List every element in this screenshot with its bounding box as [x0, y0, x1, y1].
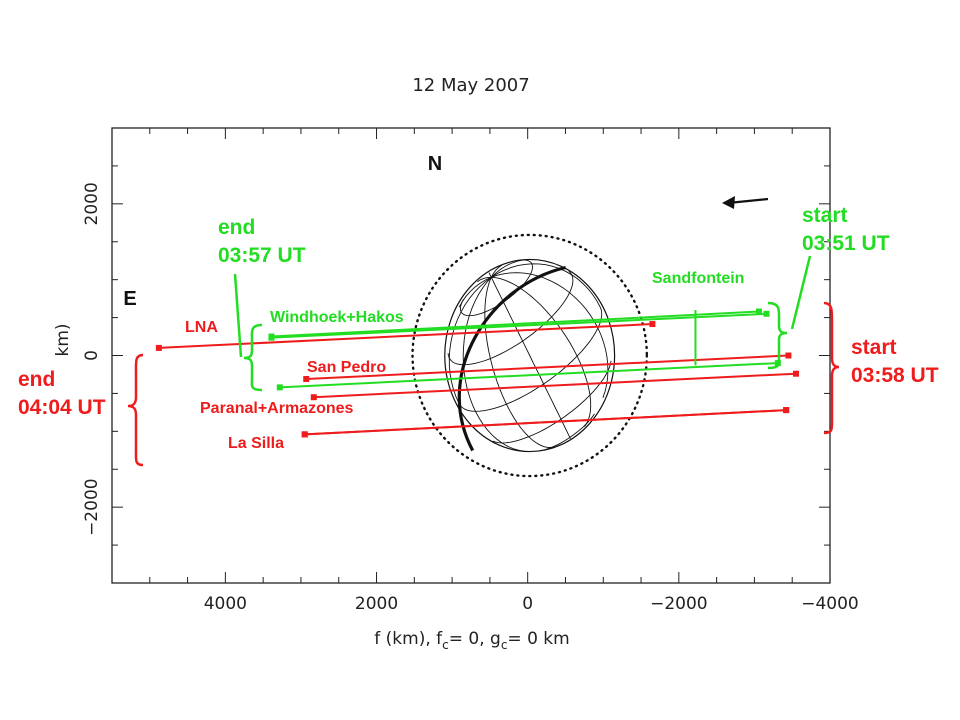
sandfontein-label: Sandfontein — [652, 270, 744, 287]
occulting-body — [411, 233, 649, 478]
fresnel-limb — [411, 233, 649, 478]
chord-endpoint — [301, 431, 308, 438]
meridian — [484, 277, 555, 448]
chord-line — [279, 362, 778, 389]
chord-line — [271, 310, 760, 338]
x-tick-label: 2000 — [355, 594, 398, 614]
east-label: E — [123, 288, 136, 310]
parallel — [540, 413, 595, 452]
green-end-brace — [243, 323, 263, 392]
terminator-line — [457, 265, 567, 452]
chord-line — [313, 372, 797, 399]
chord-label: Windhoek+Hakos — [270, 309, 404, 326]
y-axis-label: km) — [53, 323, 73, 356]
red-start-label: start 03:58 UT — [851, 336, 939, 387]
chord-line — [304, 409, 787, 436]
chord-endpoint — [276, 384, 283, 391]
y-tick-label: 2000 — [82, 182, 102, 225]
green-start-brace — [767, 301, 788, 370]
chord-line — [158, 323, 653, 349]
meridian — [462, 277, 525, 452]
green-start-label: start 03:51 UT — [802, 204, 890, 255]
red-end-brace — [127, 353, 144, 467]
body-limb — [444, 258, 616, 453]
plot-frame — [111, 127, 831, 584]
y-tick-label: −2000 — [82, 478, 102, 536]
chord-endpoint — [755, 308, 762, 315]
x-axis-label: f (km), fc= 0, gc= 0 km — [374, 629, 569, 652]
meridian — [491, 272, 609, 398]
meridian — [490, 265, 502, 278]
chord-endpoint — [155, 344, 162, 351]
green-end-pointer — [233, 273, 243, 358]
x-tick-label: −2000 — [650, 594, 708, 614]
meridian — [477, 276, 492, 283]
parallel — [447, 270, 574, 366]
meridian — [488, 272, 492, 278]
y-tick-label: 0 — [82, 350, 102, 361]
red-end-label: end 04:04 UT — [18, 368, 106, 419]
meridian — [491, 276, 592, 427]
meridian — [491, 263, 601, 308]
north-label: N — [428, 153, 442, 175]
chord-label: LNA — [185, 319, 218, 336]
chord-endpoint — [763, 310, 770, 317]
chord-endpoint — [792, 370, 799, 377]
red-start-brace — [823, 301, 840, 435]
x-tick-label: 4000 — [204, 594, 247, 614]
chord-endpoint — [785, 352, 792, 359]
chord-label: Paranal+Armazones — [200, 400, 354, 417]
chords — [155, 308, 799, 438]
x-tick-label: −4000 — [801, 594, 859, 614]
chord-label: San Pedro — [307, 359, 386, 376]
chart-title: 12 May 2007 — [412, 75, 529, 96]
x-tick-label: 0 — [522, 594, 533, 614]
parallel — [492, 360, 612, 444]
chord-label: La Silla — [228, 435, 284, 452]
arrow-left-icon — [722, 196, 769, 209]
chord-endpoint — [303, 376, 310, 383]
chord-line — [306, 354, 789, 381]
meridian — [448, 276, 492, 404]
parallel — [460, 307, 603, 412]
meridian — [490, 277, 571, 439]
chord-line — [271, 312, 767, 339]
chord-endpoint — [649, 321, 656, 328]
chord-endpoint — [268, 334, 275, 341]
green-start-pointer — [790, 255, 812, 330]
chord-endpoint — [310, 394, 317, 401]
green-end-label: end 03:57 UT — [218, 216, 306, 267]
chord-endpoint — [783, 407, 790, 414]
